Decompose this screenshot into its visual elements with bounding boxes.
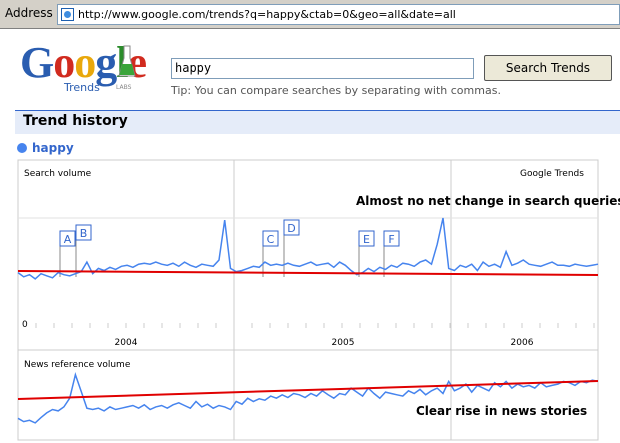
address-input[interactable]: http://www.google.com/trends?q=happy&cta… bbox=[57, 4, 620, 25]
event-marker-e[interactable]: E bbox=[358, 230, 375, 277]
event-marker-f[interactable]: F bbox=[383, 230, 400, 277]
svg-text:F: F bbox=[388, 233, 394, 246]
trend-history-title: Trend history bbox=[23, 113, 128, 129]
page-icon bbox=[61, 8, 74, 21]
search-volume-label: Search volume bbox=[24, 169, 92, 179]
trend-history-header: Trend history bbox=[15, 110, 620, 134]
search-volume-line bbox=[17, 217, 599, 280]
y-zero-label: 0 bbox=[22, 320, 28, 330]
search-tip: Tip: You can compare searches by separat… bbox=[171, 84, 501, 97]
event-markers: A B CD E F bbox=[59, 219, 400, 277]
event-marker-d[interactable]: D bbox=[283, 219, 300, 277]
svg-text:A: A bbox=[64, 233, 72, 246]
news-trend-line bbox=[17, 380, 599, 400]
query-term-link[interactable]: happy bbox=[32, 141, 74, 155]
address-bar: Address http://www.google.com/trends?q=h… bbox=[0, 0, 620, 29]
google-trends-watermark: Google Trends bbox=[520, 169, 584, 179]
chart-frame bbox=[17, 159, 599, 441]
x-tick-label: 2006 bbox=[511, 338, 534, 348]
event-marker-c[interactable]: C bbox=[262, 230, 279, 277]
search-trends-button[interactable]: Search Trends bbox=[484, 55, 612, 81]
news-volume-label: News reference volume bbox=[24, 360, 131, 370]
x-axis-ticks: 2004 2005 2006 bbox=[35, 323, 595, 348]
series-color-dot bbox=[17, 143, 27, 153]
search-input[interactable]: happy bbox=[171, 58, 474, 79]
logo-labs: LABS bbox=[116, 84, 132, 91]
news-volume-line bbox=[17, 372, 599, 424]
address-label: Address bbox=[5, 6, 53, 20]
search-trend-line bbox=[17, 270, 599, 276]
news-trend-annotation: Clear rise in news stories bbox=[416, 404, 587, 418]
flask-icon bbox=[118, 45, 136, 77]
svg-text:E: E bbox=[363, 233, 370, 246]
x-tick-label: 2005 bbox=[332, 338, 355, 348]
trend-chart: Search volume Google Trends 0 News refer… bbox=[17, 159, 620, 441]
x-tick-label: 2004 bbox=[115, 338, 138, 348]
logo-trends: Trends bbox=[64, 81, 100, 94]
svg-text:D: D bbox=[287, 222, 295, 235]
svg-text:C: C bbox=[267, 233, 275, 246]
search-trend-annotation: Almost no net change in search queries bbox=[356, 194, 620, 208]
svg-text:B: B bbox=[80, 227, 88, 240]
address-url: http://www.google.com/trends?q=happy&cta… bbox=[78, 8, 456, 21]
event-marker-a[interactable]: A bbox=[59, 230, 76, 277]
